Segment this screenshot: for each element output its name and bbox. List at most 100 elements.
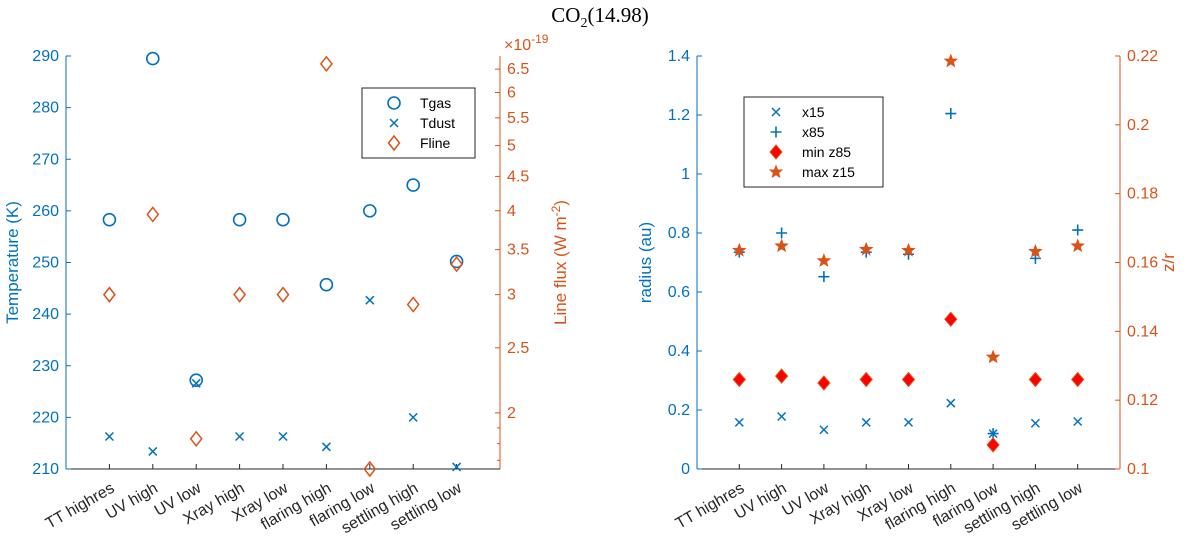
data-point <box>903 417 914 427</box>
data-point <box>235 431 245 442</box>
left-tick-label: 280 <box>32 100 59 117</box>
data-point <box>901 371 916 388</box>
legend-marker <box>389 118 399 128</box>
series-x15 <box>734 398 1083 439</box>
data-point <box>406 296 420 313</box>
left-axis-label: Temperature (K) <box>3 201 22 324</box>
right-tick-label: 6.5 <box>507 61 529 78</box>
left-tick-label: 290 <box>32 48 59 65</box>
data-point <box>946 398 956 408</box>
right-panel: 0 0.2 0.4 0.6 0.8 1 1.2 1.4 0.1 0.12 0.14 0.16 0.18 0… <box>636 48 1178 537</box>
data-point <box>102 286 116 303</box>
data-point <box>817 375 831 391</box>
data-point <box>362 204 377 218</box>
data-point <box>189 373 203 388</box>
data-point <box>1070 238 1085 253</box>
legend-box <box>361 87 476 159</box>
right-tick-label: 0.14 <box>1127 323 1158 340</box>
right-tick-label: 4.5 <box>507 168 529 185</box>
series-fline <box>102 55 464 478</box>
data-point <box>452 462 462 472</box>
data-point <box>732 242 747 257</box>
left-tick-label: 1 <box>681 166 690 183</box>
right-tick-label: 4 <box>507 203 516 220</box>
left-axis-label: radius (au) <box>636 222 655 303</box>
legend-entry: x15 <box>802 104 825 120</box>
data-point <box>450 255 464 273</box>
data-point <box>363 460 377 478</box>
left-tick-label: 270 <box>32 151 59 168</box>
data-point <box>816 253 832 267</box>
data-point <box>276 212 290 227</box>
data-point <box>449 254 464 269</box>
right-axis-label: z/r <box>1159 253 1178 272</box>
data-point <box>774 238 789 253</box>
legend: x15 x85 min z85 max z15 <box>743 96 884 188</box>
data-point <box>858 241 874 256</box>
data-point <box>1072 224 1084 236</box>
data-point <box>818 271 830 283</box>
data-point <box>734 417 744 427</box>
data-point <box>1073 416 1083 427</box>
data-point <box>278 431 288 442</box>
data-point <box>365 295 375 305</box>
left-tick-label: 260 <box>32 203 59 220</box>
series-tdust <box>104 295 462 472</box>
data-point <box>901 242 916 257</box>
series-max-z15 <box>732 53 1085 364</box>
right-tick-label: 5 <box>507 138 516 155</box>
data-point <box>319 55 333 73</box>
left-tick-label: 1.4 <box>668 48 690 65</box>
legend-entry: Tdust <box>420 115 455 131</box>
left-panel: 210 220 230 240 250 260 270 280 290 2 2.5 3 3.5 4 4.5 5… <box>3 32 570 537</box>
data-point <box>276 286 290 303</box>
right-tick-label: 0.12 <box>1127 392 1158 409</box>
right-tick-label: 3 <box>507 287 516 304</box>
data-point <box>1028 243 1043 258</box>
right-tick-label: 3.5 <box>507 242 529 259</box>
legend-marker <box>387 134 401 152</box>
data-point <box>232 212 247 227</box>
data-point <box>777 411 787 422</box>
data-point <box>1028 371 1043 388</box>
legend-entry: Fline <box>420 135 451 151</box>
data-point <box>104 431 114 442</box>
right-tick-label: 6 <box>507 85 516 102</box>
legend-marker <box>387 96 401 110</box>
legend-entry: Tgas <box>420 95 451 111</box>
data-point <box>406 178 421 192</box>
left-tick-label: 210 <box>32 461 59 478</box>
data-point <box>776 227 788 239</box>
right-tick-label: 2 <box>507 405 516 422</box>
data-point <box>944 311 958 328</box>
left-tick-label: 1.2 <box>668 107 690 124</box>
right-tick-label: 5.5 <box>507 110 529 127</box>
series-tgas <box>102 51 464 388</box>
data-point <box>1071 371 1085 388</box>
data-point <box>861 417 871 427</box>
right-tick-label: 0.18 <box>1127 186 1158 203</box>
left-tick-label: 0.2 <box>668 402 690 419</box>
left-tick-label: 250 <box>32 255 59 272</box>
figure-title: CO2(14.98) <box>551 3 648 31</box>
data-point <box>859 371 873 388</box>
right-tick-label: 2.5 <box>507 340 529 357</box>
left-tick-label: 0 <box>681 461 690 478</box>
legend-marker <box>770 126 782 138</box>
left-tick-label: 0.8 <box>668 225 690 242</box>
legend-marker <box>768 164 784 179</box>
legend-entry: max z15 <box>802 164 855 180</box>
data-point <box>945 108 957 120</box>
left-tick-label: 240 <box>32 306 59 323</box>
series-min-z85 <box>732 311 1085 453</box>
data-point <box>819 425 829 435</box>
data-point <box>191 378 201 388</box>
data-point <box>943 53 959 68</box>
data-point <box>148 446 158 456</box>
data-point <box>774 368 789 384</box>
data-point <box>408 412 418 422</box>
legend-entry: min z85 <box>802 144 851 160</box>
data-point <box>986 437 1000 453</box>
right-tick-label: 0.1 <box>1127 461 1149 478</box>
